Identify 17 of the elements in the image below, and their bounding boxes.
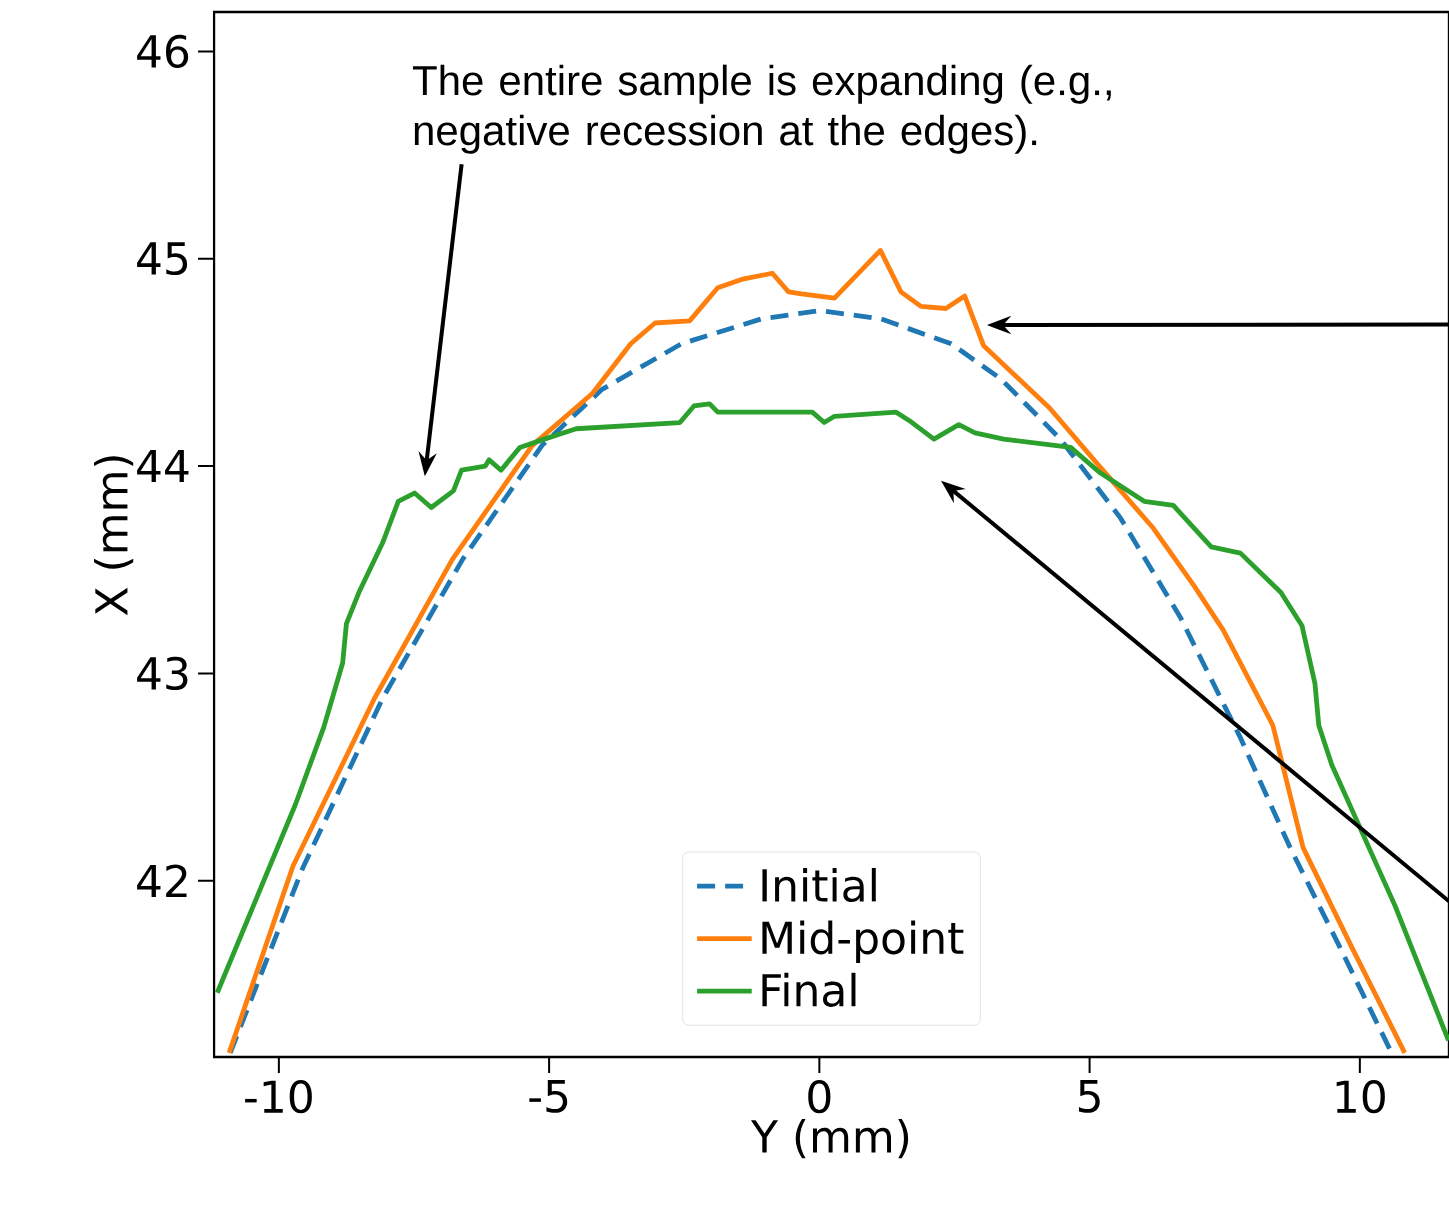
line-series	[214, 401, 1449, 1043]
y-tick-label: 42	[137, 864, 187, 898]
legend-label: Initial	[762, 867, 876, 903]
y-tick-label: 45	[137, 242, 188, 276]
x-tick-label: 5	[1078, 1080, 1100, 1113]
x-axis-title: Y (mm)	[750, 1119, 909, 1159]
x-tick-label: 10	[1336, 1080, 1385, 1114]
x-tick-label: -10	[245, 1080, 312, 1114]
legend-label: Mid-point	[762, 920, 964, 963]
x-tick-label: -5	[529, 1080, 568, 1113]
legend-label: Final	[762, 972, 856, 1007]
y-tick-label: 43	[137, 656, 188, 691]
x-tick-label: 0	[808, 1080, 831, 1114]
annotation: The entire sample is expanding (e.g., negative recession at the edges).	[412, 64, 1111, 154]
y-axis-title: X (mm)	[94, 456, 134, 616]
y-tick-label: 44	[137, 450, 189, 483]
y-tick-label: 46	[137, 34, 189, 69]
